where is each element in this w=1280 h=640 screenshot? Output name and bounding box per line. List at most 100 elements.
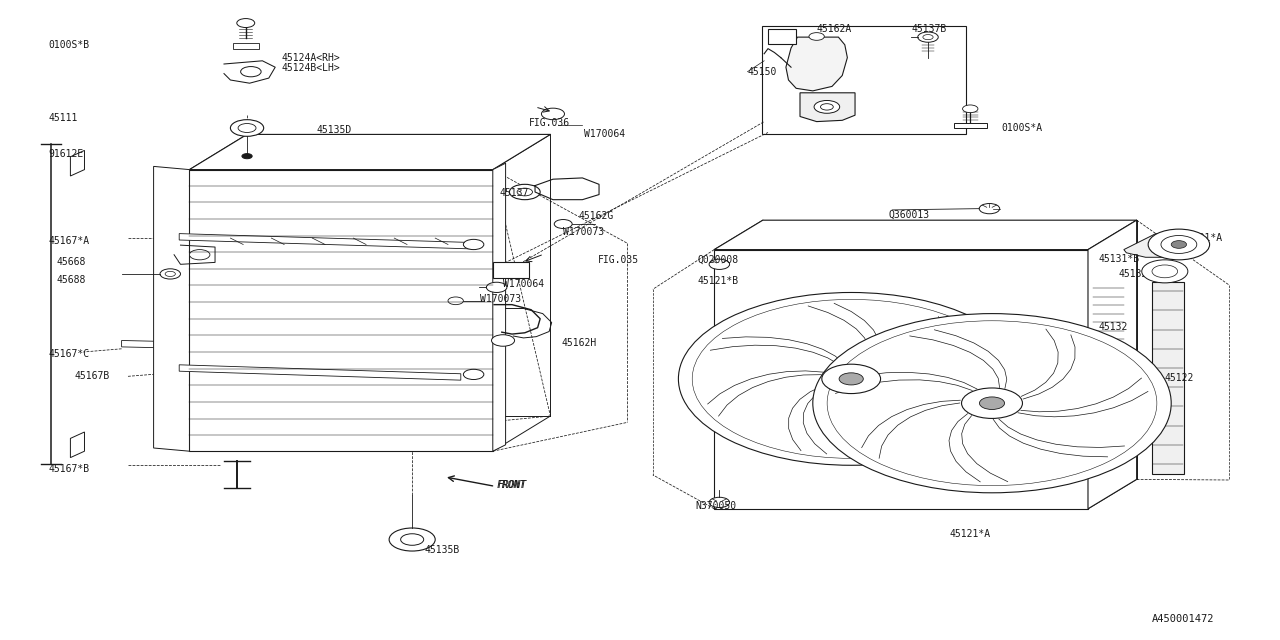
Bar xyxy=(1091,282,1126,346)
Text: 45121*B: 45121*B xyxy=(698,276,739,286)
Circle shape xyxy=(1161,236,1197,253)
Text: A450001472: A450001472 xyxy=(1152,614,1215,624)
Circle shape xyxy=(822,364,881,394)
Circle shape xyxy=(813,314,1171,493)
Polygon shape xyxy=(1124,234,1198,257)
Circle shape xyxy=(814,100,840,113)
Polygon shape xyxy=(179,365,461,380)
Circle shape xyxy=(678,292,1024,465)
Circle shape xyxy=(492,335,515,346)
Circle shape xyxy=(241,67,261,77)
Circle shape xyxy=(160,269,180,279)
Circle shape xyxy=(389,528,435,551)
Circle shape xyxy=(230,120,264,136)
Text: 45167B: 45167B xyxy=(74,371,110,381)
Circle shape xyxy=(1148,229,1210,260)
Circle shape xyxy=(517,188,532,196)
Text: 45688: 45688 xyxy=(56,275,86,285)
Circle shape xyxy=(237,19,255,28)
Text: 45111: 45111 xyxy=(49,113,78,123)
Polygon shape xyxy=(800,93,855,122)
Circle shape xyxy=(709,497,730,508)
Text: 0100S*B: 0100S*B xyxy=(49,40,90,50)
Circle shape xyxy=(827,321,1157,486)
Circle shape xyxy=(979,204,1000,214)
Text: 45167*C: 45167*C xyxy=(49,349,90,359)
Bar xyxy=(1152,282,1184,474)
Text: 45124A<RH>: 45124A<RH> xyxy=(282,52,340,63)
Text: 45162A: 45162A xyxy=(817,24,852,34)
Text: 45167*A: 45167*A xyxy=(49,236,90,246)
Text: FRONT: FRONT xyxy=(498,480,527,490)
Circle shape xyxy=(238,124,256,132)
Text: 45131*B: 45131*B xyxy=(1098,253,1139,264)
Text: 45132: 45132 xyxy=(1098,322,1128,332)
Circle shape xyxy=(1142,260,1188,283)
Polygon shape xyxy=(233,43,259,49)
Text: W170064: W170064 xyxy=(503,278,544,289)
Text: A: A xyxy=(506,265,511,275)
Polygon shape xyxy=(493,163,506,451)
Circle shape xyxy=(463,369,484,380)
Text: FRONT: FRONT xyxy=(497,480,526,490)
Text: 45162G: 45162G xyxy=(579,211,614,221)
Text: 91612E: 91612E xyxy=(49,148,84,159)
Circle shape xyxy=(509,184,540,200)
Polygon shape xyxy=(122,340,480,355)
Text: N370050: N370050 xyxy=(695,500,736,511)
Circle shape xyxy=(486,282,507,292)
Circle shape xyxy=(448,297,463,305)
Text: 45162H: 45162H xyxy=(562,338,598,348)
Bar xyxy=(768,29,796,44)
Text: 45137B: 45137B xyxy=(911,24,947,34)
Text: 45121*A: 45121*A xyxy=(950,529,991,540)
Circle shape xyxy=(840,373,863,385)
Bar xyxy=(1091,355,1126,403)
Circle shape xyxy=(1152,265,1178,278)
Circle shape xyxy=(709,259,730,269)
Text: W170073: W170073 xyxy=(563,227,604,237)
Polygon shape xyxy=(179,234,474,249)
Circle shape xyxy=(554,220,572,228)
Circle shape xyxy=(809,33,824,40)
Text: A: A xyxy=(780,31,785,42)
Circle shape xyxy=(1171,241,1187,248)
Text: 45122: 45122 xyxy=(1165,372,1194,383)
Text: W170073: W170073 xyxy=(480,294,521,304)
Polygon shape xyxy=(786,37,847,91)
Text: 0100S*A: 0100S*A xyxy=(1001,123,1042,133)
Text: Q020008: Q020008 xyxy=(698,255,739,265)
Polygon shape xyxy=(189,134,550,170)
Circle shape xyxy=(541,108,564,120)
Text: 45132: 45132 xyxy=(1119,269,1148,279)
Circle shape xyxy=(401,534,424,545)
Polygon shape xyxy=(154,166,189,451)
Text: 45135D: 45135D xyxy=(316,125,352,135)
Circle shape xyxy=(463,239,484,250)
Circle shape xyxy=(692,300,1010,458)
Circle shape xyxy=(242,154,252,159)
Circle shape xyxy=(963,105,978,113)
Polygon shape xyxy=(714,250,1088,509)
Polygon shape xyxy=(189,170,493,451)
Text: FIG.036: FIG.036 xyxy=(529,118,570,128)
Polygon shape xyxy=(714,220,1137,250)
Bar xyxy=(493,262,529,278)
Bar xyxy=(762,26,966,134)
Circle shape xyxy=(189,250,210,260)
Text: 45124B<LH>: 45124B<LH> xyxy=(282,63,340,74)
Circle shape xyxy=(820,104,833,110)
Circle shape xyxy=(165,271,175,276)
Polygon shape xyxy=(70,432,84,458)
Polygon shape xyxy=(954,123,987,128)
Circle shape xyxy=(979,397,1005,410)
Text: 45131*A: 45131*A xyxy=(1181,233,1222,243)
Text: FIG.035: FIG.035 xyxy=(598,255,639,266)
Text: 45167*B: 45167*B xyxy=(49,464,90,474)
Text: 45150: 45150 xyxy=(748,67,777,77)
Circle shape xyxy=(923,35,933,40)
Text: 45668: 45668 xyxy=(56,257,86,268)
Text: 45137: 45137 xyxy=(499,188,529,198)
Polygon shape xyxy=(1088,220,1137,509)
Text: W170064: W170064 xyxy=(584,129,625,140)
